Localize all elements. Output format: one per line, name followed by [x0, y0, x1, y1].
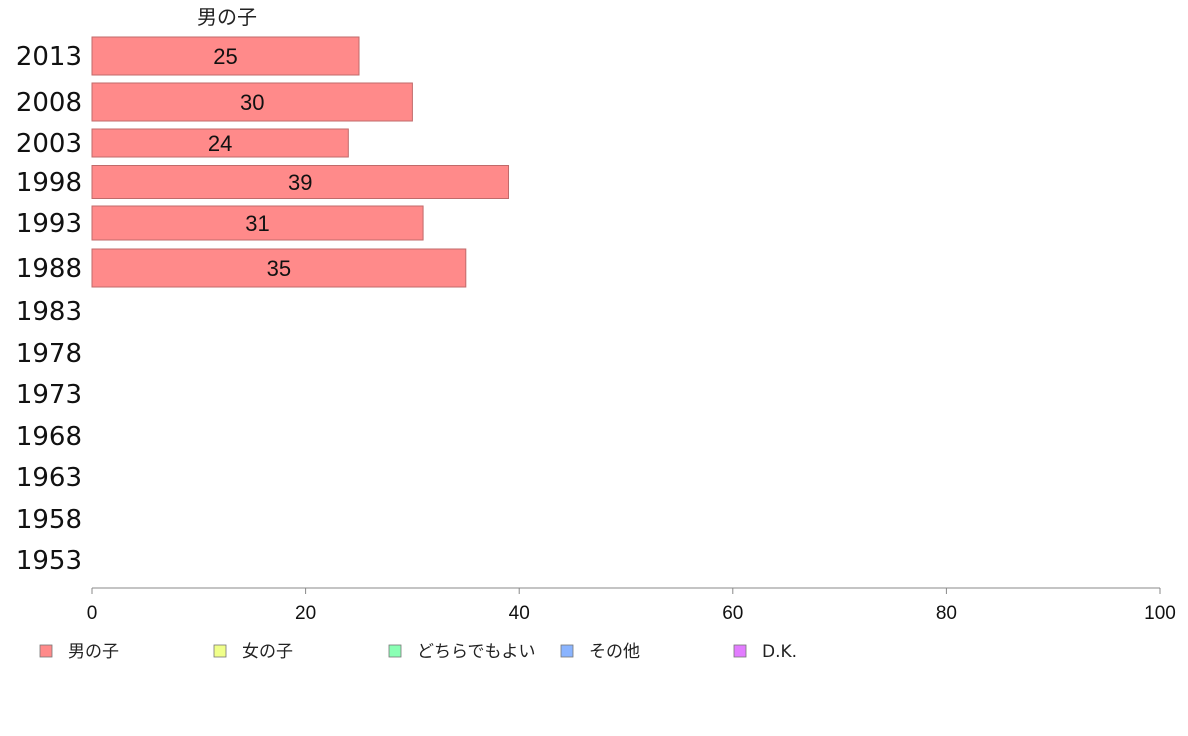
category-label: 1963	[16, 463, 82, 493]
legend-swatch	[560, 644, 574, 658]
category-label: 1978	[16, 339, 82, 369]
category-labels: 2013 2008 2003 1998 1993 1988 1983 1978 1973 1968…	[16, 42, 82, 576]
legend-swatch	[213, 644, 227, 658]
x-axis: 0 20 40 60 80 100	[87, 587, 1176, 624]
bar	[91, 82, 413, 122]
x-tick-label: 20	[295, 603, 316, 624]
category-label: 1983	[16, 297, 82, 327]
bar	[91, 128, 349, 158]
legend-label: 女の子	[242, 642, 293, 662]
x-tick-label: 60	[722, 603, 743, 624]
legend-label: その他	[589, 642, 640, 662]
bar	[91, 36, 360, 76]
bars	[91, 36, 510, 288]
category-label: 1968	[16, 422, 82, 452]
category-label: 1953	[16, 546, 82, 576]
category-label: 2008	[16, 88, 82, 118]
x-tick-label: 40	[509, 603, 530, 624]
legend-label: 男の子	[68, 642, 119, 662]
x-tick-label: 80	[936, 603, 957, 624]
legend-swatch	[388, 644, 402, 658]
bar	[91, 205, 424, 241]
legend-swatch	[733, 644, 747, 658]
category-label: 1988	[16, 254, 82, 284]
series-title: 男の子	[197, 5, 257, 29]
category-label: 1998	[16, 168, 82, 198]
bar-value-label: 31	[245, 211, 269, 236]
bar-value-label: 24	[208, 131, 232, 156]
x-tick-label: 100	[1144, 603, 1176, 624]
bar-value-label: 39	[288, 170, 312, 195]
category-label: 2003	[16, 129, 82, 159]
bar	[91, 248, 467, 288]
bar	[91, 165, 510, 199]
legend-label: どちらでもよい	[417, 642, 536, 662]
legend-swatch	[39, 644, 53, 658]
bar-value-label: 30	[240, 90, 264, 115]
bar-value-label: 25	[213, 44, 237, 69]
legend-label: D.K.	[762, 642, 797, 662]
category-label: 2013	[16, 42, 82, 72]
x-tick-label: 0	[87, 603, 98, 624]
bar-value-label: 35	[267, 256, 291, 281]
category-label: 1958	[16, 505, 82, 535]
legend: 男の子 女の子 どちらでもよい その他 D.K.	[39, 642, 797, 662]
category-label: 1973	[16, 380, 82, 410]
category-label: 1993	[16, 209, 82, 239]
